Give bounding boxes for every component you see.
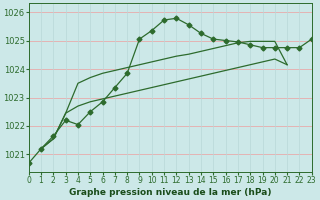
X-axis label: Graphe pression niveau de la mer (hPa): Graphe pression niveau de la mer (hPa) xyxy=(69,188,271,197)
